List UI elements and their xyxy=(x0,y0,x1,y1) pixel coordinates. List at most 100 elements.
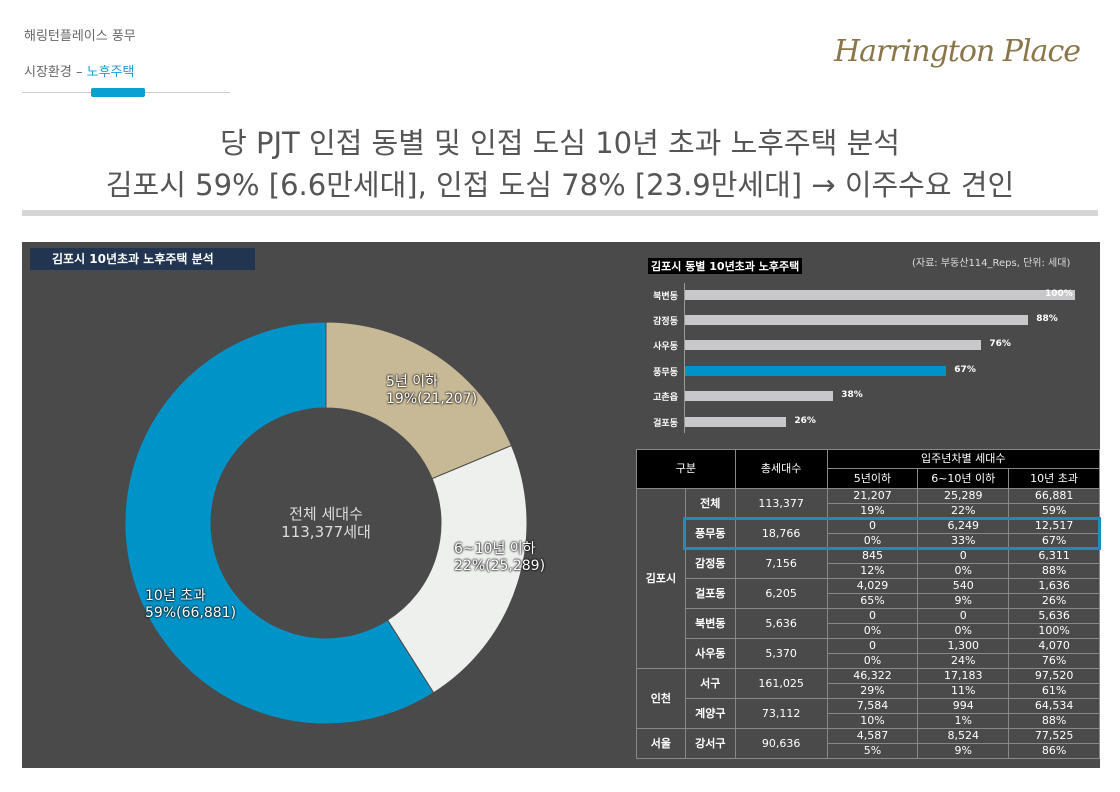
count-cell: 4,587 xyxy=(826,728,919,744)
pct-cell: 9% xyxy=(917,593,1010,609)
count-cell: 4,070 xyxy=(1008,638,1100,654)
count-cell: 0 xyxy=(917,608,1010,624)
table-row: 서울 강서구 90,636 4,587 8,524 77,525 xyxy=(636,728,1100,759)
region-cell: 인천 xyxy=(636,668,686,729)
bar-value: 38% xyxy=(841,390,863,400)
header-group: 구분 xyxy=(636,449,736,489)
table-row: 인천 서구 161,025 46,322 17,183 97,520 xyxy=(636,668,1100,729)
pct-cell: 19% xyxy=(826,503,919,519)
total-cell: 7,156 xyxy=(734,548,828,579)
pct-cell: 5% xyxy=(826,743,919,759)
bar-label: 고촌읍 xyxy=(653,393,678,403)
pct-cell: 59% xyxy=(1008,503,1100,519)
pct-cell: 86% xyxy=(1008,743,1100,759)
count-cell: 0 xyxy=(826,518,919,534)
donut-slice-1 xyxy=(386,444,528,694)
header-total: 총세대수 xyxy=(734,449,828,489)
title-divider xyxy=(22,210,1098,216)
table-row: 걸포동 6,205 4,029 540 1,636 xyxy=(637,578,1100,609)
total-cell: 90,636 xyxy=(734,728,828,759)
donut-center: 전체 세대수 113,377세대 xyxy=(281,505,371,541)
bar xyxy=(685,391,834,401)
district-cell: 풍무동 xyxy=(684,518,736,549)
pct-cell: 0% xyxy=(826,533,919,549)
district-cell: 북변동 xyxy=(684,608,736,639)
total-cell: 113,377 xyxy=(734,488,828,519)
breadcrumb: 시장환경 – 노후주택 xyxy=(24,61,134,80)
breadcrumb-active: 노후주택 xyxy=(86,65,135,80)
pct-cell: 0% xyxy=(917,623,1010,639)
pct-cell: 88% xyxy=(1008,713,1100,729)
bar-value: 76% xyxy=(989,339,1011,349)
table-row: 계양구 73,112 7,584 994 64,534 xyxy=(637,698,1100,729)
pct-cell: 65% xyxy=(826,593,919,609)
table-row: 북변동 5,636 0 0 5,636 xyxy=(637,608,1100,639)
pct-cell: 61% xyxy=(1008,683,1100,699)
count-cell: 0 xyxy=(826,638,919,654)
count-cell: 46,322 xyxy=(826,668,919,684)
bar-value: 88% xyxy=(1036,314,1058,324)
pct-cell: 100% xyxy=(1008,623,1100,639)
total-cell: 5,636 xyxy=(734,608,828,639)
count-cell: 97,520 xyxy=(1008,668,1100,684)
table-row: 12% 0% 88% xyxy=(637,563,1100,579)
count-cell: 6,311 xyxy=(1008,548,1100,564)
count-cell: 0 xyxy=(826,608,919,624)
total-cell: 73,112 xyxy=(734,698,828,729)
table-row: 사우동 5,370 0 1,300 4,070 xyxy=(637,638,1100,669)
count-cell: 66,881 xyxy=(1008,488,1100,504)
pct-cell: 24% xyxy=(917,653,1010,669)
header-col: 6~10년 이하 xyxy=(917,468,1010,489)
pct-cell: 0% xyxy=(826,623,919,639)
count-cell: 17,183 xyxy=(917,668,1010,684)
count-cell: 6,249 xyxy=(917,518,1010,534)
breadcrumb-prefix: 시장환경 – xyxy=(24,65,87,80)
bar-chart-title: 김포시 동별 10년초과 노후주택 xyxy=(648,258,803,274)
table-row: 65% 9% 26% xyxy=(637,593,1100,609)
bar-label: 감정동 xyxy=(653,317,678,327)
district-cell: 사우동 xyxy=(684,638,736,669)
table-header-row: 구분 총세대수 입주년차별 세대수 xyxy=(636,449,1101,489)
pct-cell: 88% xyxy=(1008,563,1100,579)
pct-cell: 1% xyxy=(917,713,1010,729)
bar-label: 사우동 xyxy=(653,342,678,352)
bar xyxy=(685,366,947,376)
count-cell: 21,207 xyxy=(826,488,919,504)
brand-name: 해링턴플레이스 풍무 xyxy=(24,29,136,44)
district-cell: 강서구 xyxy=(684,728,736,759)
bar xyxy=(685,290,1075,300)
section-indicator xyxy=(91,88,145,97)
total-cell: 161,025 xyxy=(734,668,828,699)
pct-cell: 33% xyxy=(917,533,1010,549)
pct-cell: 9% xyxy=(917,743,1010,759)
pct-cell: 0% xyxy=(917,563,1010,579)
source-note: (자료: 부동산114_Reps, 단위: 세대) xyxy=(912,258,1071,269)
table-row: 10% 1% 88% xyxy=(637,713,1100,729)
bar-label: 풍무동 xyxy=(653,368,678,378)
pct-cell: 67% xyxy=(1008,533,1100,549)
page-title: 당 PJT 인접 동별 및 인접 도심 10년 초과 노후주택 분석 xyxy=(220,126,900,160)
count-cell: 0 xyxy=(917,548,1010,564)
total-cell: 5,370 xyxy=(734,638,828,669)
slice-label-6-10yr: 6~10년 이하 22%(25,289) xyxy=(454,541,546,574)
count-cell: 845 xyxy=(826,548,919,564)
header-col: 5년이하 xyxy=(826,468,919,489)
count-cell: 5,636 xyxy=(1008,608,1100,624)
pct-cell: 12% xyxy=(826,563,919,579)
count-cell: 4,029 xyxy=(826,578,919,594)
logo: Harrington Place xyxy=(833,34,1081,69)
donut-chart xyxy=(124,321,528,725)
pct-cell: 76% xyxy=(1008,653,1100,669)
bar-value: 26% xyxy=(794,416,816,426)
district-cell: 서구 xyxy=(684,668,736,699)
count-cell: 540 xyxy=(917,578,1010,594)
pct-cell: 11% xyxy=(917,683,1010,699)
total-cell: 18,766 xyxy=(734,518,828,549)
total-cell: 6,205 xyxy=(734,578,828,609)
bar-value: 67% xyxy=(954,365,976,375)
district-cell: 걸포동 xyxy=(684,578,736,609)
header-col: 10년 초과 xyxy=(1008,468,1100,489)
table-row: 19% 22% 59% xyxy=(637,503,1100,519)
count-cell: 8,524 xyxy=(917,728,1010,744)
pct-cell: 26% xyxy=(1008,593,1100,609)
